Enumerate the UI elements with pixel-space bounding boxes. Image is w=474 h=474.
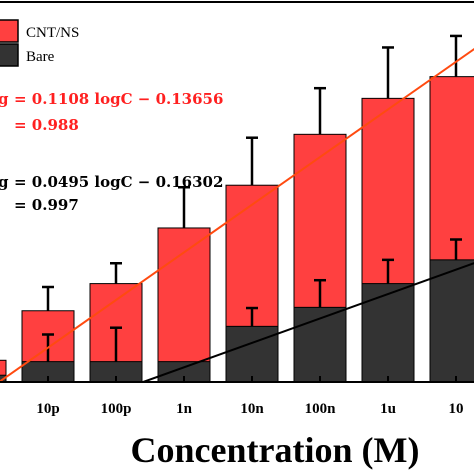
- legend-label-bare: Bare: [26, 49, 55, 65]
- equation-bare-prefix: g: [0, 173, 9, 191]
- x-ticks-layer: 010p100p1n10n100n1u10: [36, 376, 464, 417]
- bar-bare-100n: [293, 306, 347, 383]
- bar-cnt-ns-0: [0, 359, 7, 383]
- legend: CNT/NS Bare: [0, 19, 79, 67]
- x-tick-label-10n: 10n: [240, 401, 264, 417]
- error-bars-layer: [42, 34, 462, 362]
- equation-cnt-ns-line1: = 0.1108 logC − 0.13656: [14, 90, 223, 108]
- bar-bare-10n: [225, 325, 279, 383]
- bar-cnt-ns-1n: [157, 227, 211, 383]
- x-tick-label-100p: 100p: [101, 401, 132, 417]
- legend-label-cnt-ns: CNT/NS: [26, 25, 79, 41]
- equation-cnt-ns: g = 0.1108 logC − 0.13656 = 0.988: [0, 90, 223, 134]
- equation-bare-line2: = 0.997: [14, 196, 79, 214]
- x-axis-label: Concentration (M): [131, 430, 420, 470]
- fit-line-cnt-ns: [0, 47, 474, 383]
- x-tick-label-10: 10: [449, 401, 464, 417]
- x-tick-label-10p: 10p: [36, 401, 59, 417]
- equation-cnt-ns-line2: = 0.988: [14, 116, 79, 134]
- legend-swatch-cnt-ns: [0, 19, 19, 43]
- equation-cnt-ns-prefix: g: [0, 90, 9, 108]
- x-tick-label-1n: 1n: [176, 401, 193, 417]
- bar-bare-10: [429, 259, 474, 383]
- equation-bare: g = 0.0495 logC − 0.16302 = 0.997: [0, 173, 223, 214]
- plot-frame: [0, 1, 474, 383]
- x-tick-label-1u: 1u: [380, 401, 396, 417]
- equation-bare-line1: = 0.0495 logC − 0.16302: [14, 173, 223, 191]
- x-tick-label-100n: 100n: [305, 401, 337, 417]
- fit-line-bare: [142, 262, 474, 383]
- legend-swatch-bare: [0, 43, 19, 67]
- bar-bare-1u: [361, 283, 415, 383]
- fit-lines-layer: [0, 47, 474, 383]
